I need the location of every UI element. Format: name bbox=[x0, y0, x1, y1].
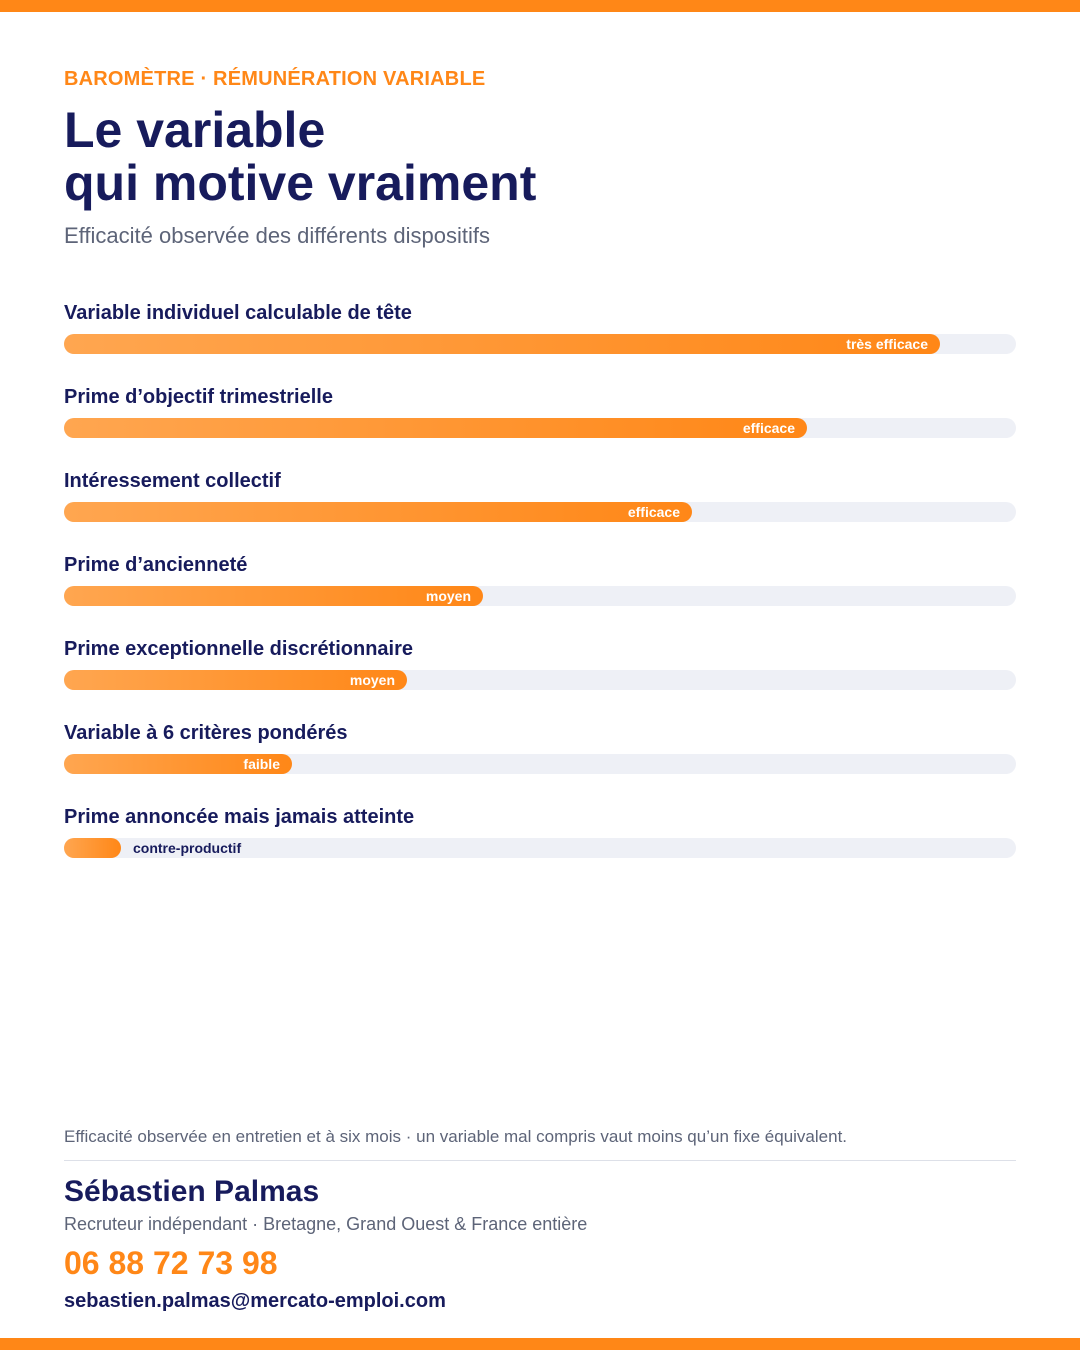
chart-row: Variable à 6 critères pondérés faible bbox=[64, 720, 1016, 804]
footer-divider bbox=[64, 1160, 1016, 1161]
bar-fill: faible bbox=[64, 754, 292, 774]
bar-value-label: moyen bbox=[349, 672, 395, 688]
title-line-1: Le variable bbox=[64, 102, 326, 158]
bar-value-label: faible bbox=[243, 756, 280, 772]
bar-fill: efficace bbox=[64, 418, 807, 438]
page-title: Le variable qui motive vraiment bbox=[64, 104, 964, 210]
contact-email: sebastien.palmas@mercato-emploi.com bbox=[64, 1290, 446, 1312]
bar-category-label: Variable individuel calculable de tête bbox=[64, 302, 412, 324]
bar-category-label: Prime exceptionnelle discrétionnaire bbox=[64, 638, 414, 660]
bar-fill: très efficace bbox=[64, 334, 940, 354]
bar-category-label: Intéressement collectif bbox=[64, 470, 281, 492]
chart-row: Prime annoncée mais jamais atteinte contr… bbox=[64, 804, 1016, 888]
bar-value-label: contre-productif bbox=[133, 840, 242, 856]
contact-name: Sébastien Palmas bbox=[64, 1175, 320, 1208]
bar-value-label: très efficace bbox=[846, 336, 928, 352]
contact-phone: 06 88 72 73 98 bbox=[64, 1245, 278, 1281]
bar-fill: efficace bbox=[64, 502, 692, 522]
bar-fill bbox=[64, 838, 121, 858]
title-line-2: qui motive vraiment bbox=[64, 155, 537, 211]
effectiveness-bar-chart: Variable individuel calculable de tête tr… bbox=[64, 300, 1016, 888]
footnote: Efficacité observée en entretien et à si… bbox=[64, 1127, 848, 1146]
bar-category-label: Variable à 6 critères pondérés bbox=[64, 722, 348, 744]
top-accent-bar bbox=[0, 0, 1080, 12]
bar-track: faible bbox=[64, 754, 1016, 774]
bar-fill: moyen bbox=[64, 586, 483, 606]
bar-category-label: Prime d’ancienneté bbox=[64, 554, 248, 576]
bar-track: moyen bbox=[64, 586, 1016, 606]
bar-value-label: moyen bbox=[425, 588, 471, 604]
bottom-accent-bar bbox=[0, 1338, 1080, 1350]
chart-row: Prime d’objectif trimestrielle efficace bbox=[64, 384, 1016, 468]
bar-fill: moyen bbox=[64, 670, 407, 690]
contact-role: Recruteur indépendant · Bretagne, Grand … bbox=[64, 1214, 588, 1234]
chart-row: Intéressement collectif efficace bbox=[64, 468, 1016, 552]
page-subtitle: Efficacité observée des différents dispo… bbox=[64, 223, 490, 248]
chart-row: Prime d’ancienneté moyen bbox=[64, 552, 1016, 636]
bar-value-label: efficace bbox=[742, 420, 795, 436]
chart-row: Prime exceptionnelle discrétionnaire moye… bbox=[64, 636, 1016, 720]
eyebrow-label: BAROMÈTRE · RÉMUNÉRATION VARIABLE bbox=[64, 68, 486, 90]
bar-track: moyen bbox=[64, 670, 1016, 690]
bar-track: contre-productif bbox=[64, 838, 1016, 858]
chart-row: Variable individuel calculable de tête tr… bbox=[64, 300, 1016, 384]
bar-category-label: Prime d’objectif trimestrielle bbox=[64, 386, 333, 408]
bar-value-label: efficace bbox=[627, 504, 680, 520]
bar-track: efficace bbox=[64, 502, 1016, 522]
bar-track: très efficace bbox=[64, 334, 1016, 354]
bar-track: efficace bbox=[64, 418, 1016, 438]
bar-category-label: Prime annoncée mais jamais atteinte bbox=[64, 806, 415, 828]
